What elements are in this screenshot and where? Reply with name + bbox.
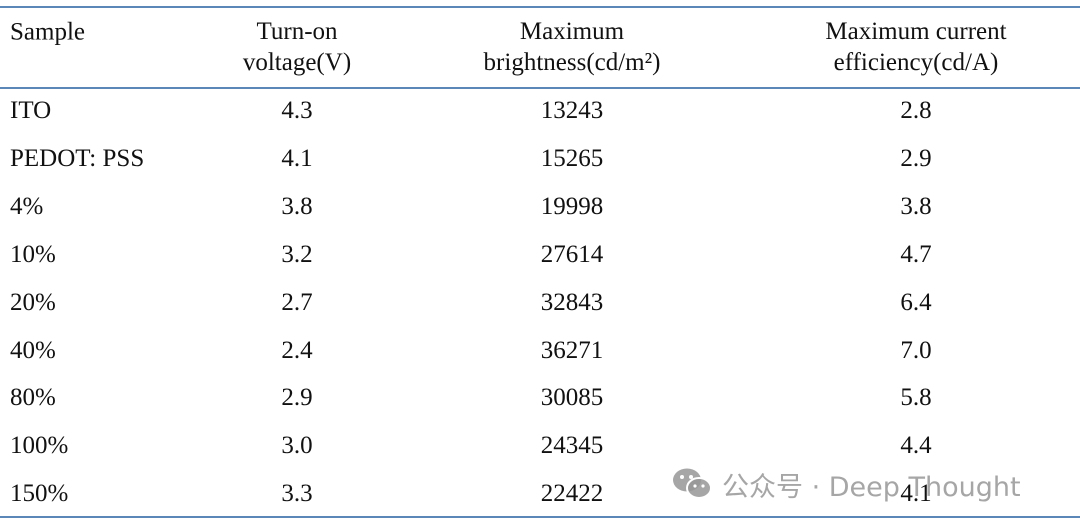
table-cell: 27614 [540,240,604,268]
table-cell: 100% [10,432,69,460]
header-line: Maximum current [825,18,1007,45]
table-cell: 150% [10,480,69,508]
table-cell: 80% [10,384,56,412]
table-cell: 32843 [540,288,604,316]
table-cell: 13243 [540,97,604,124]
table-cell: 5.8 [900,384,932,412]
table-cell: 3.2 [281,240,313,268]
table-cell: 4.1 [281,144,313,172]
header-line: Turn-on [256,18,338,45]
header-rule [0,87,1080,89]
table-cell: 22422 [540,480,604,508]
table-cell: 3.3 [281,480,313,508]
header-cell: Sample [10,17,85,48]
header-cell: Maximum current efficiency(cd/A) [825,16,1006,78]
table-cell: 36271 [540,336,604,364]
table-cell: 10% [10,240,56,268]
table-cell: 3.8 [900,192,932,220]
table-cell: 2.9 [281,384,313,412]
header-line: Maximum [519,18,625,45]
table-cell: 6.4 [900,288,932,316]
header-line: voltage(V) [242,49,352,76]
header-cell: Turn-on voltage(V) [243,16,351,78]
header-line: brightness(cd/m²) [483,49,661,76]
table-cell: 40% [10,336,56,364]
table-cell: 20% [10,288,56,316]
table-cell: 24345 [540,432,604,460]
table-cell: 4% [10,192,44,220]
table-cell: 4.3 [281,97,313,124]
table-cell: 15265 [540,144,604,172]
table-cell: 2.4 [281,336,313,364]
table-cell: 3.0 [281,432,313,460]
wechat-icon [673,468,712,499]
table-cell: PEDOT: PSS [10,144,145,172]
table-cell: 2.7 [281,288,313,316]
table-cell: 4.4 [900,432,932,460]
header-cell: Maximum brightness(cd/m²) [484,16,661,78]
table-cell: 2.9 [900,144,932,172]
header-line: efficiency(cd/A) [833,49,999,76]
bottom-rule [0,516,1080,518]
table-cell: 7.0 [900,336,932,364]
watermark: 公众号 · Deep Thought [672,464,1021,504]
table-cell: 2.8 [900,97,932,124]
table-cell: 4.1 [900,480,932,508]
header-line: Sample [10,18,85,46]
table-cell: 19998 [540,192,604,220]
table-cell: ITO [10,97,52,124]
table-cell: 4.7 [900,240,932,268]
top-rule [0,6,1080,8]
watermark-text: 公众号 · Deep Thought [722,471,1021,503]
table-cell: 30085 [540,384,604,412]
table-cell: 3.8 [281,192,313,220]
